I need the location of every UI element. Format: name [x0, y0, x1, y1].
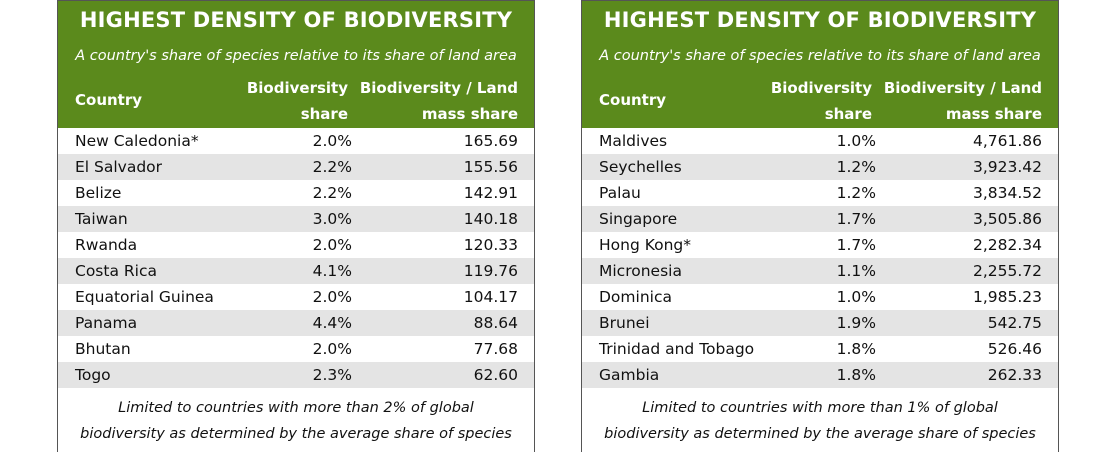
table-footnote: Limited to countries with more than 1% o… [604, 400, 1036, 442]
share-cell: 1.0% [836, 132, 876, 150]
share-cell: 4.1% [312, 262, 352, 280]
ratio-cell: 62.60 [473, 366, 518, 384]
country-cell: Belize [75, 184, 122, 202]
table-row: Dominica 1.0% 1,985.23 [582, 284, 1058, 310]
country-cell: El Salvador [75, 158, 163, 176]
share-cell: 2.3% [312, 366, 352, 384]
table-body: Maldives 1.0% 4,761.86 Seychelles 1.2% 3… [582, 128, 1058, 388]
column-header-country: Country [599, 91, 667, 109]
ratio-cell: 4,761.86 [972, 132, 1042, 150]
column-header-share: Biodiversity share [770, 79, 872, 123]
table-row: Rwanda 2.0% 120.33 [58, 232, 534, 258]
biodiversity-table-2: HIGHEST DENSITY OF BIODIVERSITY A countr… [581, 0, 1059, 452]
ratio-cell: 104.17 [463, 288, 518, 306]
share-cell: 1.7% [836, 236, 876, 254]
ratio-cell: 526.46 [987, 340, 1042, 358]
ratio-cell: 165.69 [463, 132, 518, 150]
country-cell: Rwanda [75, 236, 138, 254]
share-cell: 4.4% [312, 314, 352, 332]
country-cell: Equatorial Guinea [75, 288, 214, 306]
share-cell: 1.7% [836, 210, 876, 228]
share-cell: 1.0% [836, 288, 876, 306]
ratio-cell: 77.68 [473, 340, 518, 358]
share-cell: 2.0% [312, 236, 352, 254]
table-subtitle: A country's share of species relative to… [599, 48, 1041, 64]
country-cell: Trinidad and Tobago [599, 340, 755, 358]
ratio-cell: 88.64 [473, 314, 518, 332]
share-cell: 1.2% [836, 184, 876, 202]
country-cell: Singapore [599, 210, 678, 228]
ratio-cell: 2,282.34 [972, 236, 1042, 254]
table-title: HIGHEST DENSITY OF BIODIVERSITY [79, 8, 513, 32]
country-cell: Maldives [599, 132, 668, 150]
country-cell: Seychelles [599, 158, 682, 176]
ratio-cell: 3,834.52 [972, 184, 1042, 202]
table-row: Costa Rica 4.1% 119.76 [58, 258, 534, 284]
share-cell: 1.9% [836, 314, 876, 332]
biodiversity-table-1: HIGHEST DENSITY OF BIODIVERSITY A countr… [57, 0, 535, 452]
table-row: Hong Kong* 1.7% 2,282.34 [582, 232, 1058, 258]
country-cell: Bhutan [75, 340, 131, 358]
share-cell: 2.0% [312, 132, 352, 150]
ratio-cell: 542.75 [987, 314, 1042, 332]
column-header-share: Biodiversity share [246, 79, 348, 123]
table-row: Seychelles 1.2% 3,923.42 [582, 154, 1058, 180]
ratio-cell: 3,505.86 [972, 210, 1042, 228]
table-row: Brunei 1.9% 542.75 [582, 310, 1058, 336]
table-body: New Caledonia* 2.0% 165.69 El Salvador 2… [58, 128, 534, 388]
ratio-cell: 1,985.23 [972, 288, 1042, 306]
ratio-cell: 155.56 [463, 158, 518, 176]
share-cell: 2.0% [312, 340, 352, 358]
column-header-ratio: Biodiversity / Land mass share [883, 79, 1042, 123]
table-row: Equatorial Guinea 2.0% 104.17 [58, 284, 534, 310]
table-row: Maldives 1.0% 4,761.86 [582, 128, 1058, 154]
share-cell: 2.2% [312, 158, 352, 176]
table-title: HIGHEST DENSITY OF BIODIVERSITY [603, 8, 1037, 32]
share-cell: 3.0% [312, 210, 352, 228]
table-subtitle: A country's share of species relative to… [75, 48, 517, 64]
table-row: Belize 2.2% 142.91 [58, 180, 534, 206]
share-cell: 1.2% [836, 158, 876, 176]
country-cell: Taiwan [75, 210, 128, 228]
share-cell: 1.8% [836, 340, 876, 358]
country-cell: Palau [599, 184, 641, 202]
table-row: Palau 1.2% 3,834.52 [582, 180, 1058, 206]
country-cell: Togo [75, 366, 111, 384]
country-cell: Micronesia [599, 262, 682, 280]
table-row: Micronesia 1.1% 2,255.72 [582, 258, 1058, 284]
table-row: Trinidad and Tobago 1.8% 526.46 [582, 336, 1058, 362]
country-cell: New Caledonia* [75, 132, 199, 150]
country-cell: Hong Kong* [599, 236, 692, 254]
column-header-ratio: Biodiversity / Land mass share [359, 79, 518, 123]
country-cell: Panama [75, 314, 138, 332]
country-cell: Costa Rica [75, 262, 157, 280]
table-row: New Caledonia* 2.0% 165.69 [58, 128, 534, 154]
share-cell: 1.8% [836, 366, 876, 384]
country-cell: Brunei [599, 314, 650, 332]
ratio-cell: 119.76 [463, 262, 518, 280]
table-row: Taiwan 3.0% 140.18 [58, 206, 534, 232]
table-row: El Salvador 2.2% 155.56 [58, 154, 534, 180]
ratio-cell: 140.18 [463, 210, 518, 228]
table-header: HIGHEST DENSITY OF BIODIVERSITY A countr… [582, 1, 1058, 128]
ratio-cell: 2,255.72 [972, 262, 1042, 280]
table-row: Gambia 1.8% 262.33 [582, 362, 1058, 388]
ratio-cell: 3,923.42 [972, 158, 1042, 176]
column-header-country: Country [75, 91, 143, 109]
table-row: Bhutan 2.0% 77.68 [58, 336, 534, 362]
ratio-cell: 120.33 [463, 236, 518, 254]
share-cell: 2.0% [312, 288, 352, 306]
table-row: Togo 2.3% 62.60 [58, 362, 534, 388]
table-header: HIGHEST DENSITY OF BIODIVERSITY A countr… [58, 1, 534, 128]
table-footnote: Limited to countries with more than 2% o… [80, 400, 512, 442]
country-cell: Gambia [599, 366, 660, 384]
share-cell: 2.2% [312, 184, 352, 202]
table-row: Panama 4.4% 88.64 [58, 310, 534, 336]
ratio-cell: 142.91 [463, 184, 518, 202]
share-cell: 1.1% [836, 262, 876, 280]
ratio-cell: 262.33 [987, 366, 1042, 384]
country-cell: Dominica [599, 288, 672, 306]
table-row: Singapore 1.7% 3,505.86 [582, 206, 1058, 232]
